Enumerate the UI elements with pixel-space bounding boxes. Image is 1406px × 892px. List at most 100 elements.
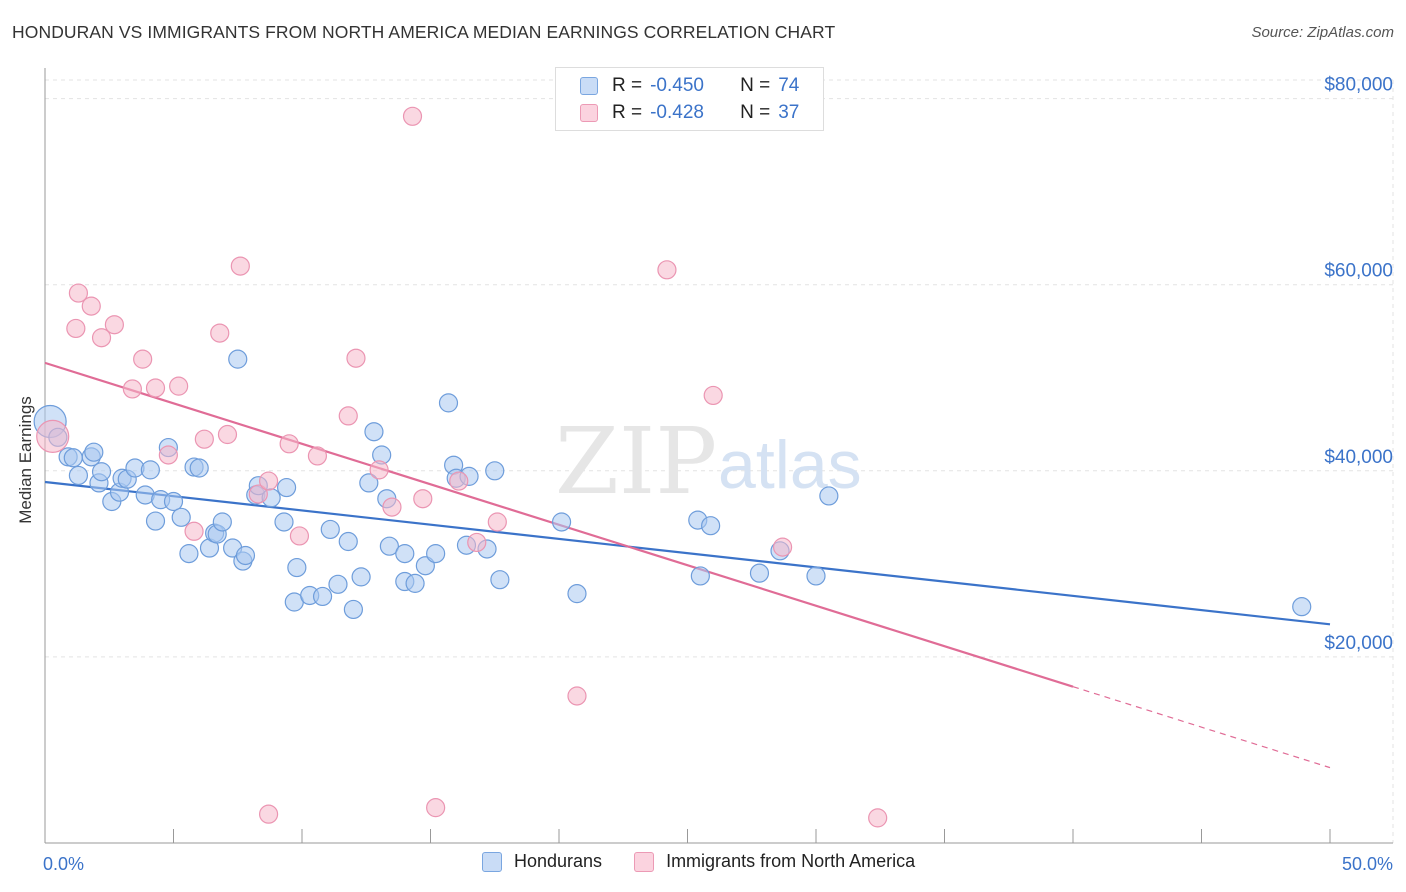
point-immigrants (289, 526, 310, 546)
point-hondurans (359, 473, 379, 493)
point-immigrants (133, 349, 153, 369)
point-hondurans (140, 460, 160, 480)
stats-legend: R = -0.450 N = 74 R = -0.428 N = 37 (555, 67, 824, 131)
point-immigrants (467, 532, 487, 553)
point-hondurans (91, 462, 112, 482)
legend-swatch-immigrants (580, 104, 598, 122)
point-hondurans (806, 566, 826, 586)
point-hondurans (490, 570, 510, 590)
point-immigrants (210, 323, 230, 343)
point-hondurans (690, 566, 710, 586)
point-hondurans (1292, 597, 1312, 617)
point-hondurans (567, 584, 587, 604)
legend-n-value: 37 (778, 102, 800, 123)
point-immigrants (657, 260, 677, 280)
point-immigrants (81, 296, 101, 316)
legend-r-value: -0.450 (650, 75, 704, 96)
watermark-zip: ZIP (555, 408, 717, 515)
point-immigrants (145, 378, 166, 398)
point-immigrants (449, 471, 469, 491)
series-legend-immigrants: Immigrants from North America (634, 851, 915, 872)
point-hondurans (312, 586, 333, 607)
y-axis-label: Median Earnings (16, 396, 35, 524)
point-immigrants (402, 106, 423, 126)
point-immigrants (703, 385, 723, 406)
point-immigrants (567, 686, 587, 706)
point-immigrants (68, 283, 89, 303)
point-hondurans (438, 393, 459, 413)
point-hondurans (228, 349, 248, 369)
chart-source: Source: ZipAtlas.com (1251, 24, 1394, 41)
point-hondurans (287, 557, 307, 578)
point-immigrants (258, 471, 279, 491)
point-hondurans (276, 477, 297, 498)
point-hondurans (405, 573, 425, 593)
point-immigrants (258, 804, 279, 824)
point-hondurans (212, 512, 232, 532)
point-hondurans (426, 544, 446, 564)
point-hondurans (343, 599, 363, 620)
watermark: ZIP atlas (555, 408, 862, 515)
series-label-immigrants: Immigrants from North America (666, 851, 916, 871)
point-immigrants (346, 348, 366, 368)
series-label-hondurans: Hondurans (514, 851, 603, 871)
point-immigrants (772, 537, 793, 557)
legend-r-value: -0.428 (650, 102, 704, 123)
point-immigrants (104, 315, 124, 335)
point-immigrants (184, 521, 204, 541)
legend-row-immigrants: R = -0.428 N = 37 (580, 100, 799, 126)
chart-title: HONDURAN VS IMMIGRANTS FROM NORTH AMERIC… (12, 22, 836, 42)
axes (44, 68, 1393, 844)
legend-r-label: R = (612, 75, 643, 96)
point-immigrants (122, 379, 142, 399)
point-hondurans (338, 531, 358, 552)
point-hondurans (179, 544, 199, 564)
point-hondurans (171, 507, 191, 527)
y-tick-label: $60,000 (1324, 261, 1393, 282)
point-hondurans (235, 545, 256, 566)
x-tick-label: 50.0% (1342, 854, 1393, 874)
point-immigrants (487, 512, 507, 532)
point-immigrants (279, 434, 299, 454)
x-tick-label: 0.0% (43, 854, 84, 874)
series-swatch-immigrants (634, 851, 655, 872)
point-immigrants (369, 460, 389, 480)
point-hondurans (485, 461, 505, 481)
y-tick-label: $80,000 (1324, 75, 1393, 96)
point-hondurans (379, 536, 399, 556)
legend-n-label: N = (740, 102, 771, 123)
y-tick-labels: $20,000 $40,000 $60,000 $80,000 (1324, 75, 1393, 654)
point-immigrants (217, 424, 238, 445)
legend-row-hondurans: R = -0.450 N = 74 (580, 73, 799, 99)
trend-line-immigrants-extension (1072, 686, 1331, 769)
point-immigrants (868, 808, 888, 828)
trend-line-hondurans (44, 480, 1331, 626)
point-hondurans (320, 519, 340, 540)
point-immigrants (230, 256, 250, 276)
point-hondurans (395, 544, 415, 564)
point-immigrants (158, 445, 178, 465)
grid-lines (45, 79, 1394, 843)
point-immigrants (338, 406, 358, 426)
watermark-atlas: atlas (718, 427, 862, 503)
point-hondurans (364, 422, 384, 442)
data-points (33, 106, 1312, 828)
point-immigrants (426, 798, 446, 818)
point-hondurans (819, 486, 839, 506)
point-hondurans (163, 491, 184, 512)
point-immigrants (307, 446, 328, 466)
point-immigrants (413, 489, 433, 509)
point-immigrants (382, 497, 402, 517)
point-hondurans (145, 511, 166, 531)
point-immigrants (194, 429, 214, 449)
point-immigrants (91, 328, 112, 348)
series-legend: Hondurans Immigrants from North America (482, 851, 947, 872)
point-immigrants (36, 419, 70, 453)
point-hondurans (351, 567, 371, 587)
point-immigrants (169, 376, 189, 396)
point-hondurans (551, 512, 572, 532)
x-tick-labels: 0.0% 50.0% (43, 854, 1393, 874)
point-immigrants (248, 484, 268, 504)
legend-swatch-hondurans (580, 77, 598, 95)
